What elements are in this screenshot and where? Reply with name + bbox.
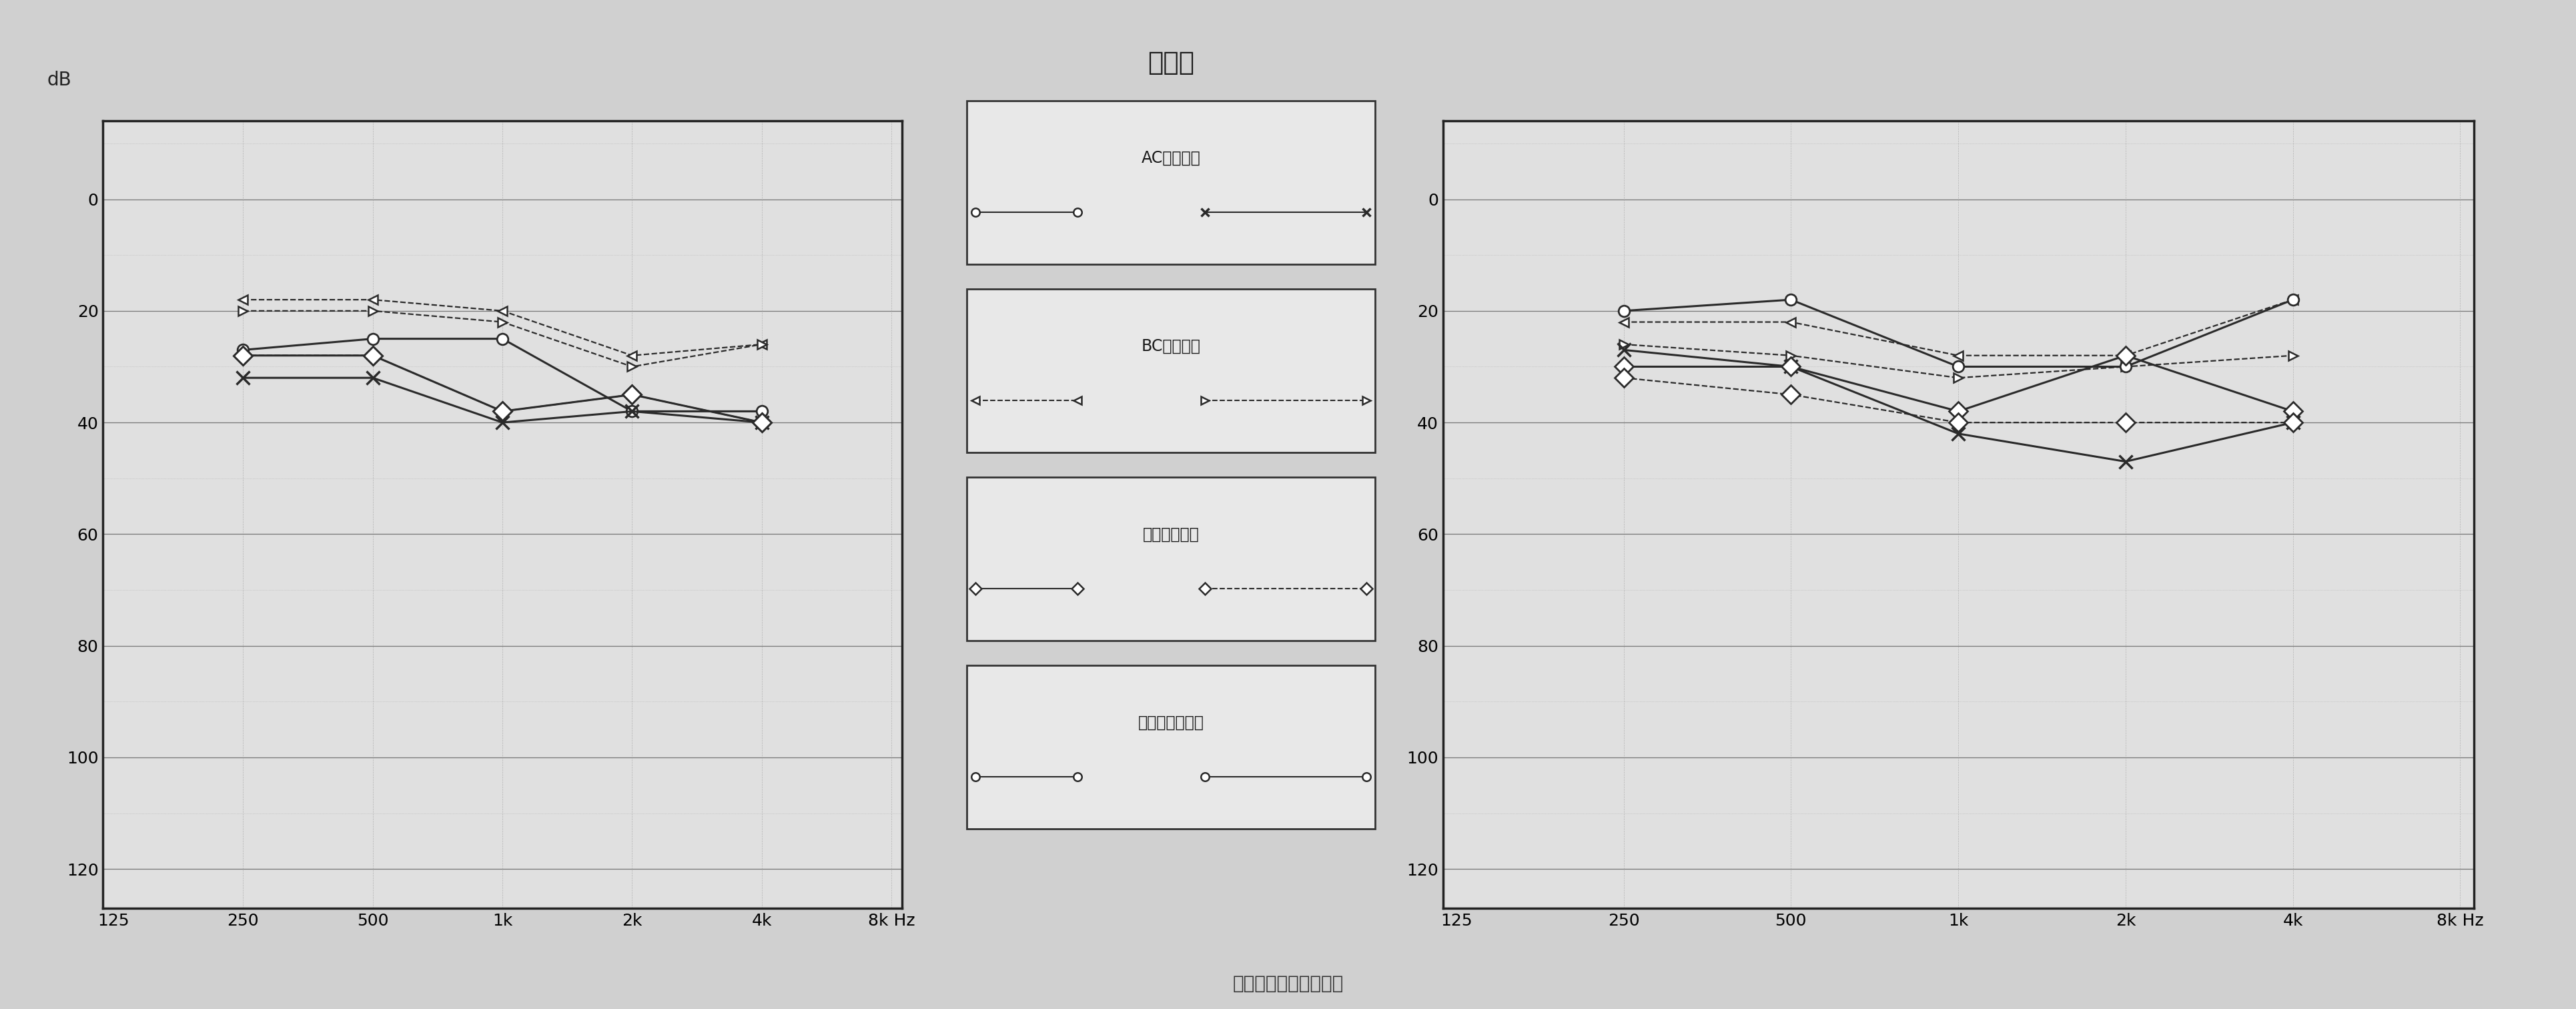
Text: AC气导听阈: AC气导听阈	[1141, 150, 1200, 166]
Text: BC骨导听阈: BC骨导听阈	[1141, 338, 1200, 354]
Text: 听力图: 听力图	[1146, 50, 1195, 76]
Text: 助听后反应阈: 助听后反应阈	[1144, 527, 1198, 543]
FancyBboxPatch shape	[966, 477, 1376, 641]
Text: 助听后反应阈使用效果: 助听后反应阈使用效果	[1231, 975, 1345, 993]
Text: dB: dB	[46, 71, 72, 90]
FancyBboxPatch shape	[966, 290, 1376, 453]
Text: 人工耳蜗反应阈: 人工耳蜗反应阈	[1139, 714, 1203, 731]
FancyBboxPatch shape	[966, 666, 1376, 829]
FancyBboxPatch shape	[966, 101, 1376, 264]
